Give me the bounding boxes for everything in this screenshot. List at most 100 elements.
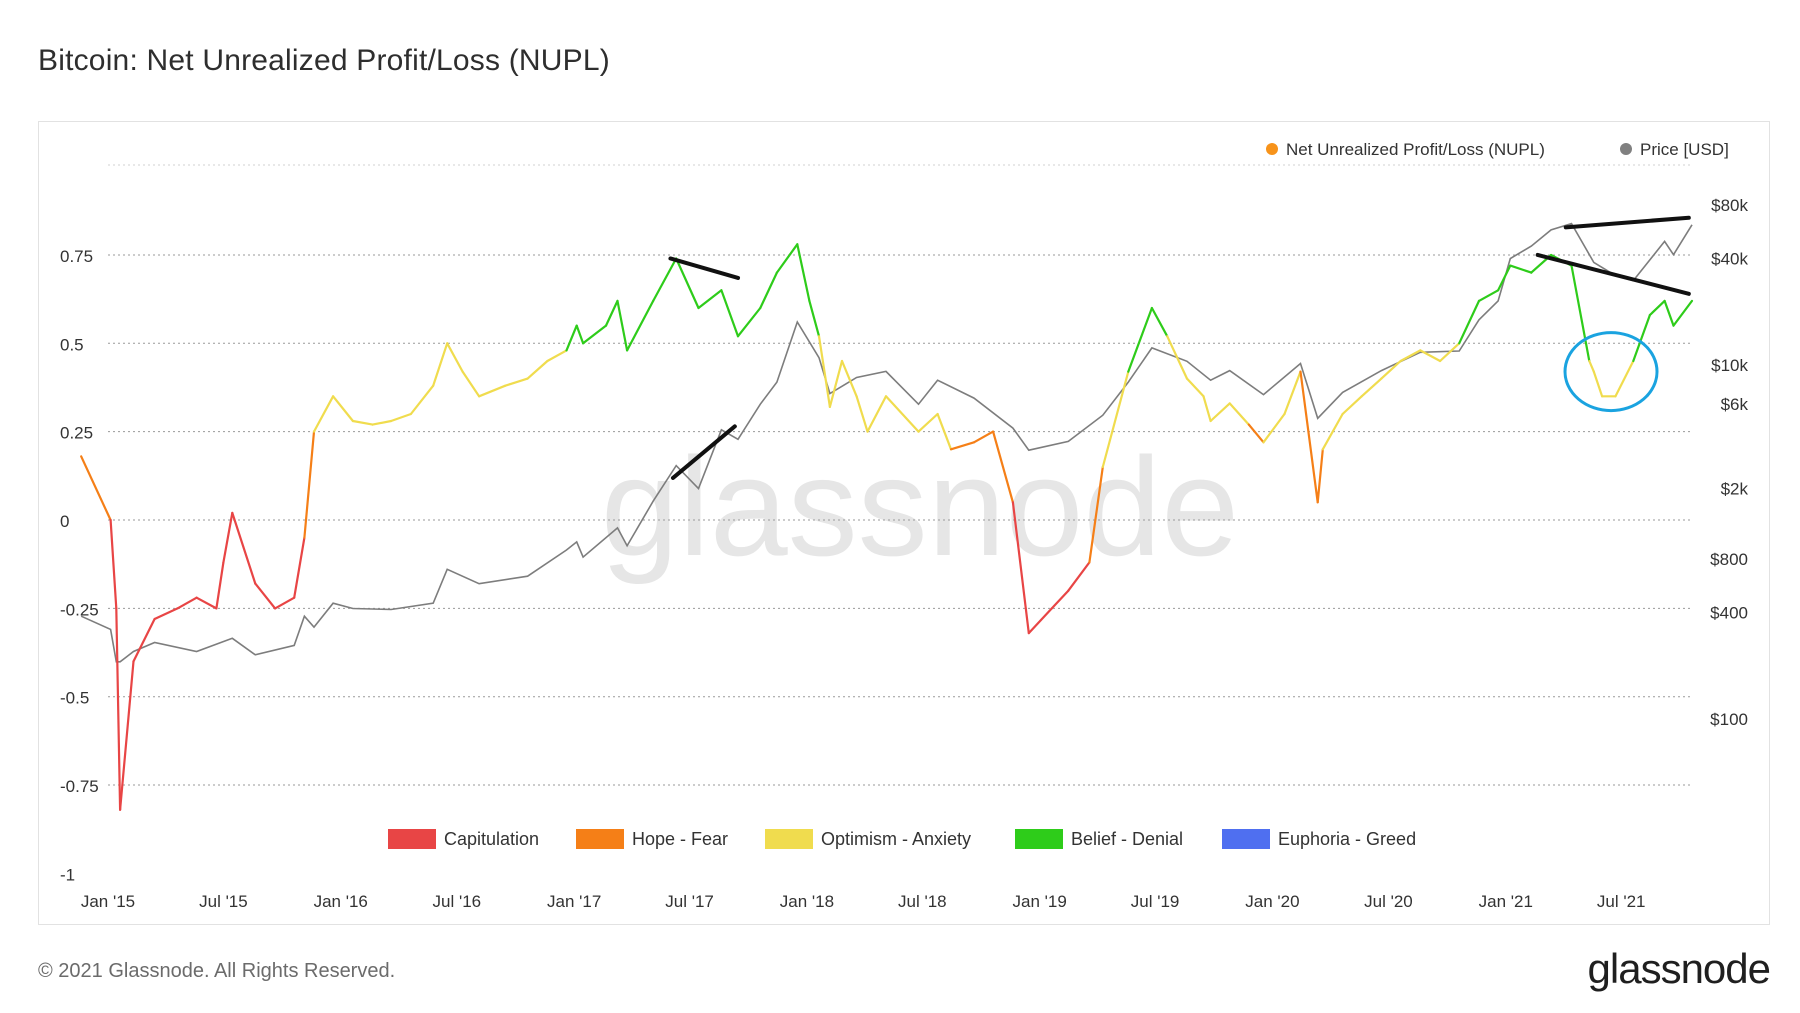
nupl-segment xyxy=(936,412,953,451)
nupl-segment xyxy=(1321,412,1344,451)
legend-label: Hope - Fear xyxy=(632,829,728,849)
legend-label: Belief - Denial xyxy=(1071,829,1183,849)
y-left-tick: -0.5 xyxy=(60,689,89,708)
y-left-tick: 0.75 xyxy=(60,247,93,266)
y-left-tick: -0.25 xyxy=(60,600,99,619)
nupl-segment xyxy=(652,257,678,302)
legend-swatch xyxy=(388,829,436,849)
x-tick: Jul '21 xyxy=(1597,892,1646,911)
nupl-segment xyxy=(293,536,306,599)
y-right-tick: $400 xyxy=(1710,603,1748,622)
trend-line xyxy=(1535,252,1691,296)
y-right-tick: $2k xyxy=(1721,480,1749,499)
nupl-segment xyxy=(1663,299,1675,327)
nupl-segment xyxy=(371,419,393,426)
legend-swatch xyxy=(576,829,624,849)
nupl-segment xyxy=(303,430,316,539)
nupl-segment xyxy=(1166,335,1189,380)
nupl-segment xyxy=(796,243,811,302)
nupl-segment xyxy=(1632,313,1652,363)
nupl-segment xyxy=(1283,370,1302,416)
nupl-segment xyxy=(808,299,821,338)
nupl-segment xyxy=(332,395,354,423)
legend-label: Capitulation xyxy=(444,829,539,849)
trend-line xyxy=(1563,215,1691,230)
nupl-segment xyxy=(504,377,529,387)
nupl-segment xyxy=(132,617,156,663)
nupl-segment xyxy=(351,419,374,426)
nupl-segment xyxy=(720,289,740,338)
nupl-segment xyxy=(254,582,277,610)
nupl-segment xyxy=(1185,377,1205,398)
highlight-circle xyxy=(1563,331,1659,413)
nupl-segment xyxy=(949,441,976,451)
legend-swatch xyxy=(1015,829,1063,849)
x-tick: Jul '17 xyxy=(665,892,714,911)
y-right-tick: $40k xyxy=(1711,249,1748,268)
nupl-segment xyxy=(312,395,335,433)
nupl-segment xyxy=(1299,370,1319,504)
nupl-segment xyxy=(1101,370,1130,469)
legend-label: Optimism - Anxiety xyxy=(821,829,971,849)
y-left-tick: 0 xyxy=(60,512,69,531)
nupl-segment xyxy=(1380,359,1402,380)
y-right-tick: $6k xyxy=(1721,395,1749,414)
nupl-segment xyxy=(1496,264,1512,292)
nupl-segment xyxy=(991,430,1015,504)
legend-top-label: Price [USD] xyxy=(1640,140,1729,159)
nupl-segment xyxy=(1262,412,1286,444)
legend-top-marker xyxy=(1266,143,1278,155)
nupl-segment xyxy=(817,335,832,408)
x-tick: Jan '19 xyxy=(1013,892,1067,911)
nupl-segment xyxy=(1127,306,1154,373)
nupl-segment xyxy=(1672,299,1694,327)
nupl-segment xyxy=(1458,299,1481,345)
nupl-segment xyxy=(840,359,858,398)
nupl-segment xyxy=(581,324,608,345)
nupl-segment xyxy=(1067,561,1091,592)
trend-line xyxy=(668,256,741,280)
x-tick: Jul '15 xyxy=(199,892,248,911)
nupl-segment xyxy=(1419,349,1442,363)
legend-swatch xyxy=(1222,829,1270,849)
nupl-segment xyxy=(1509,264,1533,274)
x-tick: Jul '18 xyxy=(898,892,947,911)
price-series-line xyxy=(80,222,1693,663)
nupl-segment xyxy=(409,384,435,416)
nupl-segment xyxy=(1011,501,1030,635)
y-left-tick: -1 xyxy=(60,865,75,884)
nupl-segment xyxy=(1477,289,1500,302)
chart-frame xyxy=(38,121,1770,925)
nupl-segment xyxy=(972,430,995,444)
x-tick: Jan '16 xyxy=(314,892,368,911)
legend-swatch xyxy=(765,829,813,849)
nupl-segment xyxy=(461,370,481,398)
legend-label: Euphoria - Greed xyxy=(1278,829,1416,849)
y-left-tick: 0.5 xyxy=(60,335,84,354)
nupl-segment xyxy=(432,342,449,387)
x-tick: Jul '16 xyxy=(433,892,482,911)
nupl-segment xyxy=(736,306,762,338)
x-tick: Jan '17 xyxy=(547,892,601,911)
y-right-tick: $100 xyxy=(1710,710,1748,729)
nupl-segment xyxy=(1050,589,1070,610)
x-tick: Jul '19 xyxy=(1131,892,1180,911)
x-tick: Jan '20 xyxy=(1245,892,1299,911)
nupl-segment xyxy=(759,271,779,310)
nupl-segment xyxy=(478,384,507,398)
glassnode-logo: glassnode xyxy=(1587,945,1771,992)
nupl-segment xyxy=(1438,342,1461,363)
nupl-segment xyxy=(625,299,655,352)
y-right-tick: $10k xyxy=(1711,356,1748,375)
nupl-segment xyxy=(575,324,585,345)
nupl-segment xyxy=(153,607,179,621)
copyright: © 2021 Glassnode. All Rights Reserved. xyxy=(38,960,396,982)
nupl-segment xyxy=(1202,395,1212,423)
nupl-segment xyxy=(231,511,257,585)
nupl-segment xyxy=(1570,264,1591,363)
nupl-segment xyxy=(390,412,412,423)
nupl-segment xyxy=(1360,377,1383,398)
nupl-segment xyxy=(697,289,723,310)
nupl-segment xyxy=(215,561,225,610)
nupl-segment xyxy=(1316,448,1324,504)
